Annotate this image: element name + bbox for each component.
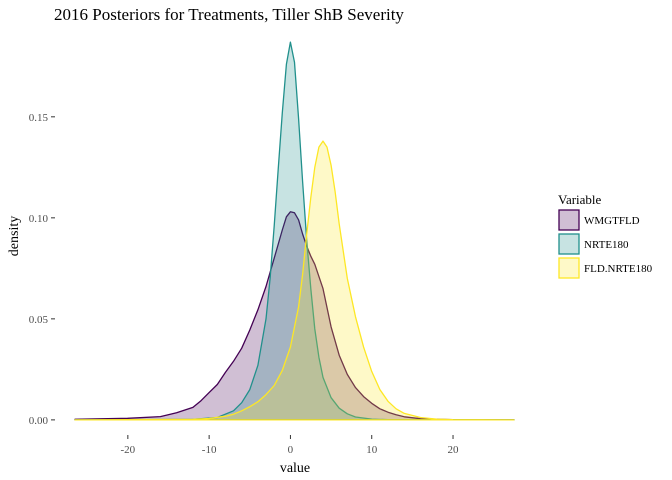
y-axis: 0.00 0.05 0.10 0.15 bbox=[29, 112, 55, 427]
chart-title: 2016 Posteriors for Treatments, Tiller S… bbox=[54, 5, 404, 24]
legend-swatch bbox=[558, 233, 580, 255]
x-tick-label: 20 bbox=[448, 444, 460, 456]
y-tick-label: 0.00 bbox=[29, 415, 49, 427]
legend-label: NRTE180 bbox=[584, 239, 629, 251]
legend-title: Variable bbox=[558, 192, 602, 207]
y-tick-label: 0.15 bbox=[29, 112, 49, 124]
x-tick-label: -20 bbox=[121, 444, 136, 456]
y-axis-title: density bbox=[7, 216, 22, 256]
x-tick-label: 0 bbox=[288, 444, 294, 456]
y-tick-label: 0.05 bbox=[29, 314, 49, 326]
x-axis: -20 -10 0 10 20 bbox=[121, 435, 460, 456]
x-axis-title: value bbox=[280, 461, 310, 476]
density-area-nrte180 bbox=[74, 41, 515, 421]
x-tick-label: -10 bbox=[202, 444, 217, 456]
legend: Variable WMGTFLD NRTE180 FLD.NRTE180 bbox=[558, 192, 653, 279]
density-area-wmgtfld bbox=[74, 211, 515, 421]
density-areas bbox=[74, 41, 515, 421]
density-area-fld-nrte180 bbox=[74, 140, 515, 421]
x-tick-label: 10 bbox=[366, 444, 378, 456]
y-tick-label: 0.10 bbox=[29, 213, 49, 225]
legend-label: FLD.NRTE180 bbox=[584, 263, 653, 275]
legend-label: WMGTFLD bbox=[584, 215, 640, 227]
legend-swatch bbox=[558, 209, 580, 231]
legend-swatch bbox=[558, 257, 580, 279]
